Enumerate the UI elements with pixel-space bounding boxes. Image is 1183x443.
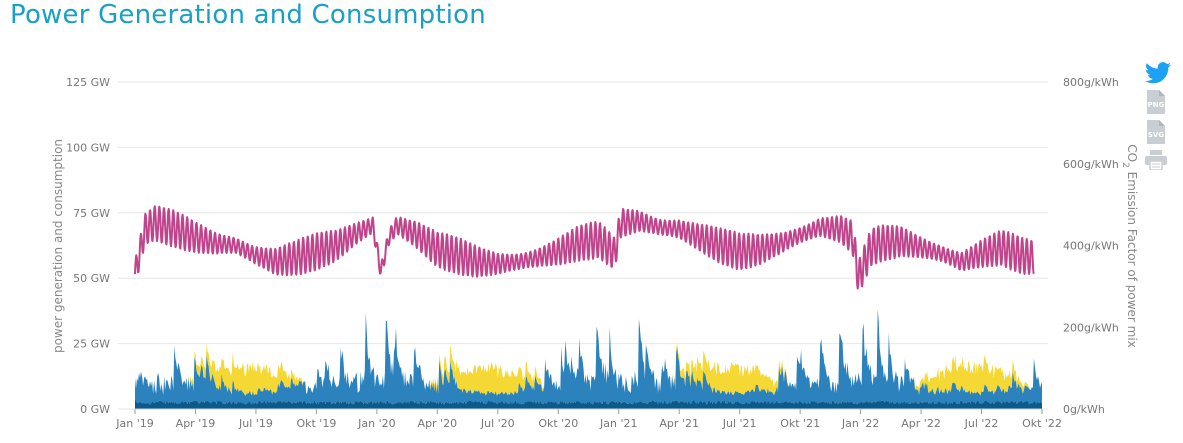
x-tick-label: Apr '20 xyxy=(418,417,458,430)
page-title: Power Generation and Consumption xyxy=(10,0,486,30)
y-axis-right-title: CO2 Emission Factor of power mix xyxy=(1120,144,1139,348)
x-tick-label: Apr '21 xyxy=(659,417,699,430)
co2-line xyxy=(134,205,1035,290)
x-tick-label: Okt '19 xyxy=(296,417,336,430)
png-export-icon[interactable]: PNG xyxy=(1145,90,1167,114)
y-right-tick-label: 400g/kWh xyxy=(1063,240,1119,253)
svg-export-icon[interactable]: SVG xyxy=(1145,120,1167,144)
x-tick-label: Okt '21 xyxy=(780,417,820,430)
png-label: PNG xyxy=(1148,101,1165,109)
x-tick-label: Jul '21 xyxy=(722,417,757,430)
y-left-tick-label: 25 GW xyxy=(73,338,110,351)
x-tick-label: Jan '20 xyxy=(357,417,395,430)
x-tick-label: Jul '22 xyxy=(964,417,999,430)
y-left-tick-label: 0 GW xyxy=(80,403,110,416)
base-area xyxy=(135,400,1042,409)
x-tick-label: Apr '19 xyxy=(176,417,216,430)
export-toolbar: PNG SVG xyxy=(1145,62,1173,176)
x-tick-label: Okt '22 xyxy=(1022,417,1062,430)
y-axis-right-title-pre: CO xyxy=(1125,144,1139,162)
print-icon[interactable] xyxy=(1145,150,1167,170)
twitter-icon[interactable] xyxy=(1145,62,1171,84)
y-axis-right-title-sub: 2 xyxy=(1120,162,1130,168)
x-tick-label: Jul '19 xyxy=(238,417,273,430)
x-tick-label: Apr '22 xyxy=(901,417,941,430)
y-right-tick-label: 600g/kWh xyxy=(1063,158,1119,171)
axes: 0 GW 25 GW 50 GW 75 GW 100 GW 125 GW 0g/kWh 200… xyxy=(66,76,1119,430)
x-tick-label: Okt '20 xyxy=(538,417,578,430)
y-axis-left-title: power generation and consumption xyxy=(51,139,65,353)
x-tick-label: Jul '20 xyxy=(480,417,515,430)
wind-area xyxy=(135,309,1042,405)
co2-line-group xyxy=(134,205,1035,290)
svg-label: SVG xyxy=(1148,131,1164,139)
y-left-tick-label: 100 GW xyxy=(66,141,110,154)
generation-areas xyxy=(135,309,1042,409)
x-tick-label: Jan '22 xyxy=(841,417,879,430)
x-tick-label: Jan '21 xyxy=(599,417,637,430)
y-left-tick-label: 50 GW xyxy=(73,272,110,285)
y-right-tick-label: 200g/kWh xyxy=(1063,321,1119,334)
y-right-tick-label: 0g/kWh xyxy=(1063,403,1105,416)
y-left-tick-label: 125 GW xyxy=(66,76,110,89)
y-right-tick-label: 800g/kWh xyxy=(1063,76,1119,89)
x-tick-label: Jan '19 xyxy=(115,417,153,430)
solar-area xyxy=(135,309,1042,396)
y-axis-right-title-post: Emission Factor of power mix xyxy=(1125,168,1139,348)
y-left-tick-label: 75 GW xyxy=(73,207,110,220)
